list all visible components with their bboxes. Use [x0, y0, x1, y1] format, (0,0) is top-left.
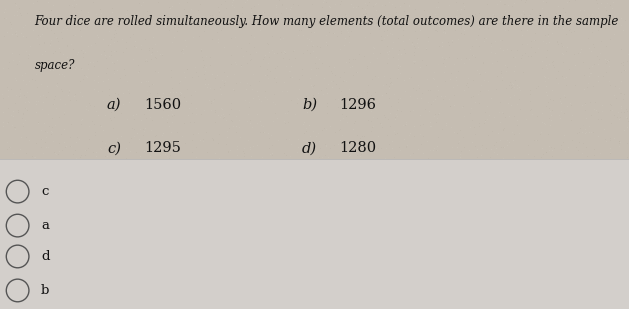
Text: Four dice are rolled simultaneously. How many elements (total outcomes) are ther: Four dice are rolled simultaneously. How…	[35, 15, 619, 28]
Text: 1296: 1296	[340, 98, 377, 112]
Text: b: b	[41, 284, 49, 297]
Text: 1280: 1280	[340, 141, 377, 155]
Text: b): b)	[302, 98, 317, 112]
Bar	[0, 159, 629, 309]
Text: c: c	[41, 185, 48, 198]
Text: d: d	[41, 250, 50, 263]
Text: 1560: 1560	[145, 98, 182, 112]
Bar	[0, 0, 629, 159]
Text: 1295: 1295	[145, 141, 182, 155]
Text: a): a)	[107, 98, 121, 112]
Text: c): c)	[107, 141, 121, 155]
Text: a: a	[41, 219, 49, 232]
Text: d): d)	[302, 141, 317, 155]
Text: space?: space?	[35, 59, 75, 72]
